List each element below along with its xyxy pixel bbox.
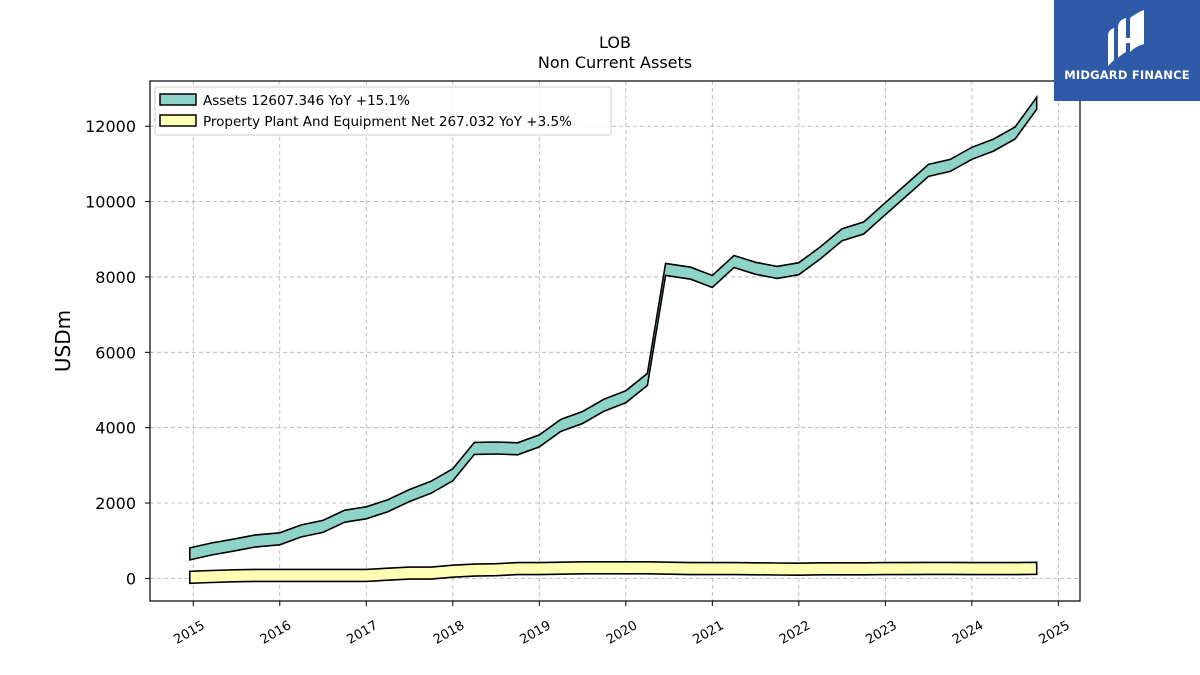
x-tick-label: 2019	[517, 618, 553, 648]
y-axis-label: USDm	[51, 310, 75, 372]
grid	[150, 81, 1080, 601]
legend-swatch-assets	[159, 93, 197, 106]
midgard-finance-logo: MIDGARD FINANCE	[1054, 0, 1200, 101]
y-tick-label: 6000	[95, 343, 136, 362]
series-assets-band	[189, 94, 1038, 561]
x-tick-label: 2017	[344, 618, 380, 648]
y-tick-label: 4000	[95, 419, 136, 438]
legend-box	[154, 86, 612, 136]
logo-mark-icon	[1108, 10, 1144, 66]
y-tick-label: 8000	[95, 268, 136, 287]
y-tick-label: 0	[126, 569, 136, 588]
x-axis: 2015 2016 2017 2018 2019 2020 2021 2022 2023 2024…	[171, 601, 1073, 648]
y-axis: 0 2000 4000 6000 8000 10000 12000	[85, 117, 150, 588]
legend-swatch-ppe	[159, 114, 197, 127]
x-tick-label: 2015	[171, 618, 207, 648]
x-tick-label: 2016	[258, 618, 294, 648]
series-ppe-band	[189, 560, 1038, 585]
chart-subtitle: Non Current Assets	[538, 53, 692, 72]
x-tick-label: 2018	[431, 618, 467, 648]
y-tick-label: 12000	[85, 117, 136, 136]
x-tick-label: 2025	[1037, 618, 1073, 648]
y-tick-label: 2000	[95, 494, 136, 513]
x-tick-label: 2023	[864, 618, 900, 648]
x-tick-label: 2024	[950, 618, 986, 648]
series-layer	[189, 94, 1038, 585]
legend: Assets 12607.346 YoY +15.1% Property Pla…	[154, 86, 612, 136]
chart-title: LOB	[599, 33, 631, 52]
logo-text: MIDGARD FINANCE	[1064, 68, 1190, 82]
plot-frame	[149, 80, 1081, 602]
legend-label-ppe: Property Plant And Equipment Net 267.032…	[203, 114, 572, 130]
y-tick-label: 10000	[85, 193, 136, 212]
x-tick-label: 2021	[690, 618, 726, 648]
legend-label-assets: Assets 12607.346 YoY +15.1%	[203, 93, 410, 109]
x-tick-label: 2020	[604, 618, 640, 648]
x-tick-label: 2022	[777, 618, 813, 648]
